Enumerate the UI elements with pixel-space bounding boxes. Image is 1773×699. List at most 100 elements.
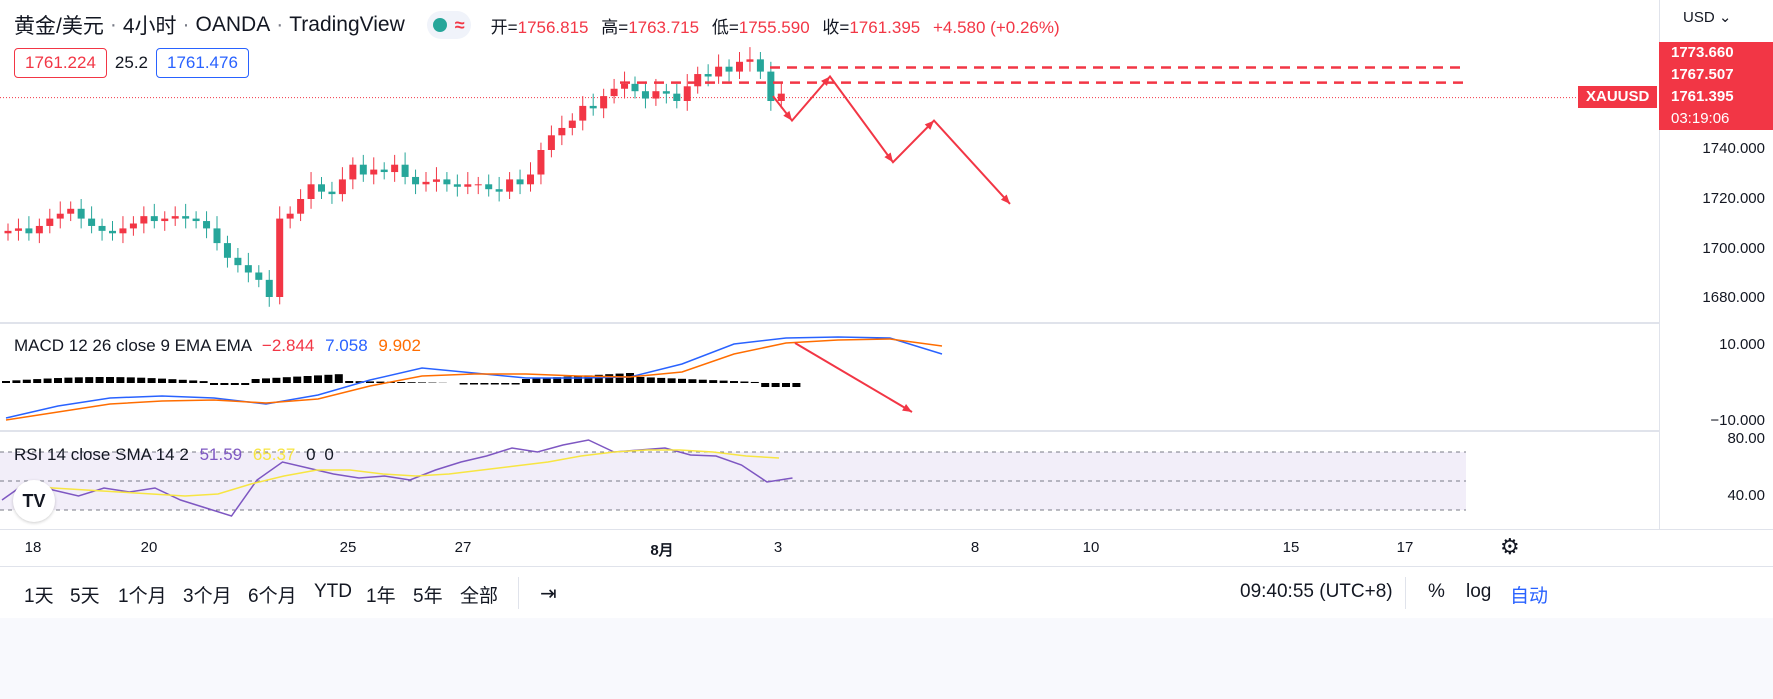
macd-histogram-bar bbox=[646, 377, 655, 383]
candle-body bbox=[673, 93, 681, 101]
bottom-toolbar: 1天 5天 1个月 3个月 6个月 YTD 1年 5年 全部 ⇥ 09:40:5… bbox=[0, 566, 1773, 619]
log-scale-button[interactable]: log bbox=[1466, 581, 1492, 602]
macd-histogram-bar bbox=[584, 375, 593, 383]
candle-body bbox=[161, 218, 169, 222]
candle-body bbox=[767, 71, 775, 101]
currency-selector[interactable]: USD ⌄ bbox=[1683, 8, 1731, 26]
ohlc-high-label: 高= bbox=[601, 17, 629, 37]
macd-histogram-bar bbox=[792, 383, 801, 387]
buy-price-button[interactable]: 1761.476 bbox=[156, 48, 249, 78]
symbol-tag: XAUUSD bbox=[1578, 86, 1658, 108]
candle-body bbox=[683, 86, 691, 101]
symbol-name[interactable]: 黄金/美元 bbox=[14, 15, 104, 38]
macd-histogram-bar bbox=[459, 383, 468, 385]
macd-histogram-bar bbox=[199, 381, 208, 383]
projection-arrowhead bbox=[1000, 194, 1010, 204]
time-label-month: 8月 bbox=[650, 542, 674, 559]
broker-label: OANDA bbox=[195, 13, 271, 36]
candle-body bbox=[140, 216, 148, 224]
range-6m-button[interactable]: 6个月 bbox=[248, 586, 297, 607]
auto-scale-button[interactable]: 自动 bbox=[1510, 586, 1549, 607]
range-3m-button[interactable]: 3个月 bbox=[183, 586, 232, 607]
macd-histogram-bar bbox=[542, 377, 551, 383]
macd-histogram-bar bbox=[147, 378, 156, 383]
range-ytd-button[interactable]: YTD bbox=[314, 581, 352, 602]
range-1d-button[interactable]: 1天 bbox=[24, 586, 54, 607]
candle-body bbox=[14, 228, 22, 231]
candle-body bbox=[88, 218, 96, 226]
range-all-button[interactable]: 全部 bbox=[460, 586, 499, 607]
range-5d-button[interactable]: 5天 bbox=[70, 586, 100, 607]
macd-histogram-bar bbox=[418, 382, 426, 383]
projection-arrowhead bbox=[783, 110, 792, 121]
macd-histogram-bar bbox=[522, 379, 530, 383]
sell-price-button[interactable]: 1761.224 bbox=[14, 48, 107, 78]
candle-body bbox=[192, 218, 200, 222]
candle-body bbox=[756, 59, 764, 72]
candle-body bbox=[338, 179, 346, 195]
range-5y-button[interactable]: 5年 bbox=[413, 586, 443, 607]
last-price-tag: 1761.395 03:19:06 bbox=[1659, 86, 1773, 130]
settings-gear-icon[interactable]: ⚙ bbox=[1500, 534, 1520, 559]
macd-histogram-bar bbox=[490, 383, 499, 385]
macd-projection-arrowhead bbox=[902, 403, 912, 412]
toolbar-divider bbox=[1405, 577, 1406, 609]
macd-histogram-bar bbox=[574, 376, 582, 383]
candle-body bbox=[464, 184, 472, 187]
time-axis[interactable]: 18 20 25 27 8月 3 8 10 15 17 ⚙ bbox=[0, 529, 1773, 566]
candle-body bbox=[234, 257, 242, 266]
macd-histogram-bar bbox=[698, 379, 707, 383]
macd-histogram-bar bbox=[324, 374, 333, 383]
macd-histogram-bar bbox=[189, 380, 198, 383]
interval-label[interactable]: 4小时 bbox=[122, 15, 177, 38]
page-background bbox=[0, 618, 1773, 699]
macd-signal-value: 9.902 bbox=[378, 336, 421, 355]
percent-scale-button[interactable]: % bbox=[1428, 581, 1445, 602]
separator-dot: · bbox=[276, 13, 284, 36]
macd-histogram-bar bbox=[501, 383, 510, 385]
macd-histogram-bar bbox=[95, 377, 104, 383]
candle-body bbox=[474, 184, 482, 186]
macd-legend[interactable]: MACD 12 26 close 9 EMA EMA −2.844 7.058 … bbox=[14, 336, 421, 356]
time-label: 3 bbox=[773, 539, 783, 556]
main-chart[interactable] bbox=[0, 0, 1659, 594]
range-1y-button[interactable]: 1年 bbox=[366, 586, 396, 607]
macd-histogram-bar bbox=[688, 379, 697, 383]
macd-histogram-bar bbox=[470, 383, 478, 385]
macd-histogram-bar bbox=[43, 378, 52, 383]
goto-date-icon[interactable]: ⇥ bbox=[540, 583, 557, 605]
candle-body bbox=[35, 225, 43, 234]
time-label: 10 bbox=[1082, 539, 1100, 556]
candle-body bbox=[610, 88, 618, 97]
candle-body bbox=[359, 164, 367, 175]
macd-histogram-bar bbox=[54, 378, 62, 383]
candle-body bbox=[432, 179, 440, 182]
macd-histogram-bar bbox=[210, 383, 218, 385]
macd-line bbox=[5, 336, 943, 419]
separator-dot: · bbox=[182, 13, 190, 36]
clock-timezone[interactable]: 09:40:55 (UTC+8) bbox=[1240, 581, 1393, 602]
candle-body bbox=[286, 213, 294, 219]
rsi-legend[interactable]: RSI 14 close SMA 14 2 51.59 65.37 0 0 bbox=[14, 445, 334, 465]
market-status[interactable]: ≈ bbox=[426, 11, 471, 39]
candlestick-chart[interactable] bbox=[0, 0, 1659, 594]
macd-histogram-bar bbox=[158, 378, 166, 383]
macd-histogram-bar bbox=[220, 383, 229, 385]
ohlc-close-value: 1761.395 bbox=[849, 17, 921, 37]
macd-projection-arrow bbox=[794, 342, 913, 413]
candle-body bbox=[422, 181, 430, 185]
macd-signal-line bbox=[5, 338, 943, 421]
candle-body bbox=[391, 164, 399, 173]
candle-body bbox=[600, 96, 608, 109]
candle-body bbox=[265, 279, 273, 297]
macd-histogram-bar bbox=[345, 381, 354, 383]
candle-body bbox=[119, 228, 127, 234]
time-label: 8 bbox=[970, 539, 980, 556]
range-1m-button[interactable]: 1个月 bbox=[118, 586, 167, 607]
candle-body bbox=[485, 184, 493, 190]
macd-histogram-bar bbox=[376, 381, 385, 383]
tradingview-logo-icon[interactable]: TV bbox=[13, 480, 55, 522]
macd-histogram-bar bbox=[178, 379, 187, 383]
spread-value: 25.2 bbox=[114, 53, 148, 72]
market-open-icon bbox=[432, 18, 447, 32]
